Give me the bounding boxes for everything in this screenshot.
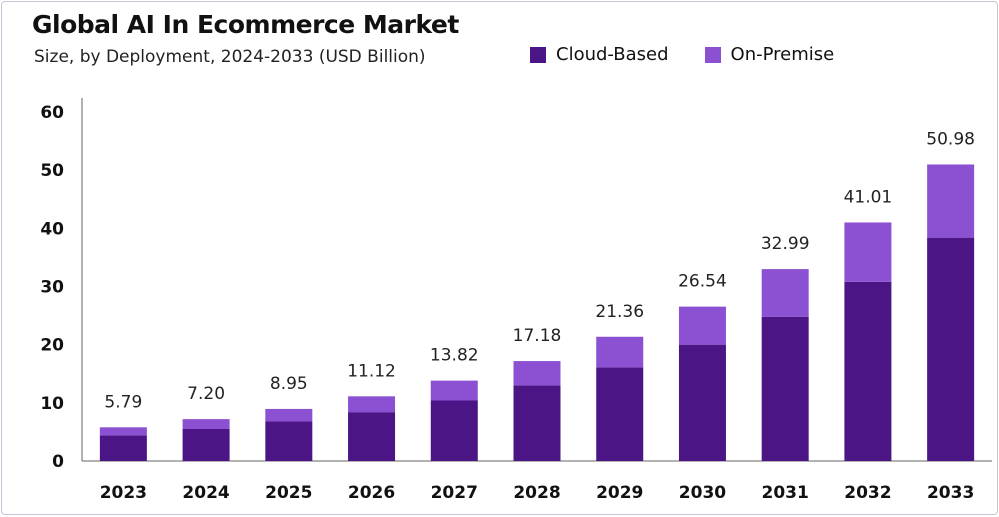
bar-cloud-segment (265, 421, 313, 461)
legend-label-premise: On-Premise (730, 44, 835, 65)
bar-premise-segment (348, 396, 396, 413)
x-tick-label: 2029 (596, 483, 643, 503)
bar-premise-segment (596, 336, 644, 368)
bar-cloud-segment (761, 316, 809, 461)
x-tick-label: 2032 (844, 483, 891, 503)
bar-total-label: 26.54 (678, 272, 727, 292)
bar-total-label: 21.36 (595, 302, 644, 322)
legend-item-premise: On-Premise (704, 44, 835, 65)
x-tick-label: 2026 (348, 483, 395, 503)
bar-premise-segment (844, 222, 892, 282)
bar-total-label: 13.82 (430, 346, 479, 366)
y-tick-label: 20 (40, 336, 64, 356)
bar-premise-segment (513, 361, 561, 386)
bar-cloud-segment (844, 281, 892, 461)
bar-total-label: 8.95 (270, 374, 308, 394)
x-tick-label: 2030 (679, 483, 726, 503)
bar-premise-segment (182, 419, 230, 430)
legend-item-cloud: Cloud-Based (530, 44, 669, 65)
y-tick-label: 30 (40, 278, 64, 298)
x-tick-label: 2028 (513, 483, 560, 503)
bar-total-label: 11.12 (347, 361, 396, 381)
bar-total-label: 41.01 (844, 187, 893, 207)
bar-cloud-segment (596, 367, 644, 461)
bar-total-label: 7.20 (187, 384, 225, 404)
bar-cloud-segment (678, 344, 726, 461)
bar-premise-segment (99, 427, 147, 436)
legend-swatch-cloud (530, 46, 546, 63)
bar-cloud-segment (99, 435, 147, 461)
bar-total-label: 50.98 (926, 129, 975, 149)
bar-cloud-segment (348, 412, 396, 461)
bar-total-label: 5.79 (104, 392, 142, 412)
bar-premise-segment (927, 164, 975, 238)
y-tick-label: 0 (52, 452, 64, 472)
bar-premise-segment (430, 380, 478, 401)
bar-premise-segment (265, 408, 313, 422)
bar-premise-segment (678, 306, 726, 345)
y-tick-label: 40 (40, 219, 64, 239)
legend-label-cloud: Cloud-Based (556, 44, 669, 65)
bar-total-label: 32.99 (761, 234, 810, 254)
y-tick-label: 10 (40, 394, 64, 414)
legend: Cloud-Based On-Premise (530, 44, 834, 65)
x-tick-label: 2023 (100, 483, 147, 503)
bar-total-label: 17.18 (513, 326, 562, 346)
x-tick-label: 2025 (265, 483, 312, 503)
chart-subtitle: Size, by Deployment, 2024-2033 (USD Bill… (34, 47, 426, 67)
x-tick-label: 2024 (182, 483, 229, 503)
x-tick-label: 2031 (762, 483, 809, 503)
bar-cloud-segment (927, 237, 975, 461)
bar-cloud-segment (430, 400, 478, 461)
bar-cloud-segment (182, 429, 230, 461)
bar-premise-segment (761, 269, 809, 317)
x-tick-label: 2027 (431, 483, 478, 503)
chart-title: Global AI In Ecommerce Market (32, 10, 459, 39)
x-tick-label: 2033 (927, 483, 974, 503)
y-tick-label: 50 (40, 161, 64, 181)
y-tick-label: 60 (40, 103, 64, 123)
bar-cloud-segment (513, 385, 561, 461)
legend-swatch-premise (704, 46, 721, 63)
